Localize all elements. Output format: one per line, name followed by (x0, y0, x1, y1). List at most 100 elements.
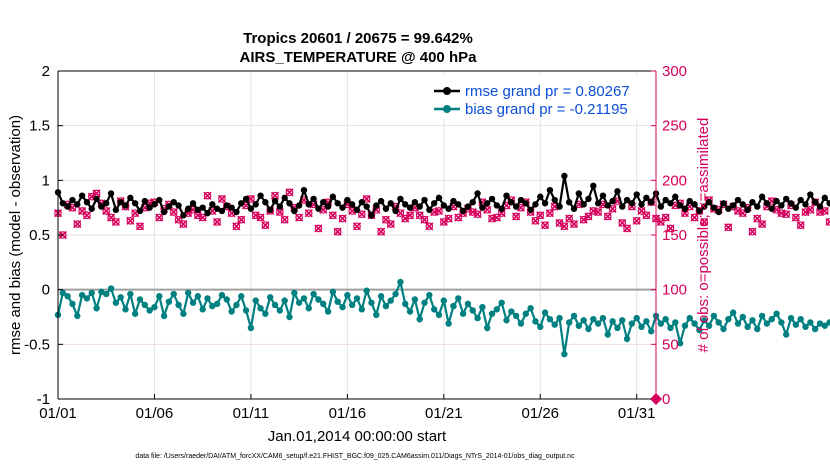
bias-point (325, 308, 331, 314)
rmse-point (605, 202, 611, 208)
bias-point (137, 296, 143, 302)
obs-point (749, 228, 756, 235)
rmse-point (465, 203, 471, 209)
bias-point (339, 304, 345, 310)
bias-point (455, 295, 461, 301)
bias-point (108, 285, 114, 291)
bias-point (605, 331, 611, 337)
rmse-point (658, 203, 664, 209)
rmse-point (363, 203, 369, 209)
bias-point (175, 302, 181, 308)
bias-point (793, 321, 799, 327)
rmse-point (470, 199, 476, 205)
bias-point (619, 317, 625, 323)
rmse-point (508, 199, 514, 205)
rmse-point (103, 200, 109, 206)
rmse-point (132, 200, 138, 206)
bias-point (527, 305, 533, 311)
rmse-point (764, 200, 770, 206)
rmse-point (267, 207, 273, 213)
rmse-point (166, 203, 172, 209)
rmse-point (590, 183, 596, 189)
bias-point (450, 303, 456, 309)
y-tick-label-right: 0 (662, 391, 670, 408)
y-tick-label-right: 200 (662, 172, 687, 189)
rmse-point (199, 204, 205, 210)
bias-point (561, 351, 567, 357)
rmse-point (335, 200, 341, 206)
rmse-point (416, 203, 422, 209)
rmse-point (609, 198, 615, 204)
bias-point (89, 290, 95, 296)
bias-point (556, 315, 562, 321)
bias-point (219, 292, 225, 298)
rmse-point (769, 206, 775, 212)
rmse-point (190, 200, 196, 206)
x-axis-label: Jan.01,2014 00:00:00 start (268, 428, 447, 445)
rmse-point (392, 208, 398, 214)
bias-point (441, 297, 447, 303)
bias-point (359, 306, 365, 312)
bias-point (460, 311, 466, 317)
rmse-point (498, 206, 504, 212)
bias-point (778, 319, 784, 325)
bias-point (310, 291, 316, 297)
rmse-point (243, 196, 249, 202)
bias-point (648, 328, 654, 334)
rmse-point (802, 201, 808, 207)
bias-point (113, 300, 119, 306)
rmse-point (576, 190, 582, 196)
x-tick-label: 01/06 (136, 405, 174, 422)
y-tick-label: -0.5 (24, 336, 50, 353)
obs-point (797, 222, 804, 229)
rmse-point (561, 173, 567, 179)
rmse-point (643, 195, 649, 201)
bias-point (407, 308, 413, 314)
bias-point (769, 316, 775, 322)
bias-point (354, 295, 360, 301)
y-tick-label-right: 150 (662, 227, 687, 244)
bias-point (754, 326, 760, 332)
rmse-point (383, 206, 389, 212)
rmse-point (629, 200, 635, 206)
rmse-point (306, 201, 312, 207)
y-ticks-left: -1-0.500.511.52 (24, 63, 63, 408)
rmse-point (156, 197, 162, 203)
bias-point (161, 313, 167, 319)
bias-point (590, 316, 596, 322)
bias-point (600, 315, 606, 321)
bias-point (735, 320, 741, 326)
bias-point (638, 324, 644, 330)
rmse-point (253, 201, 259, 207)
bias-point (228, 308, 234, 314)
bias-point (812, 326, 818, 332)
bias-point (166, 298, 172, 304)
bias-point (576, 323, 582, 329)
bias-point (489, 311, 495, 317)
bias-point (180, 311, 186, 317)
bias-point (257, 305, 263, 311)
bias-point (503, 317, 509, 323)
y-tick-label-right: 300 (662, 63, 687, 80)
y-axis-label-right: # of obs: o=possible; ×=assimilated (695, 118, 712, 353)
rmse-point (667, 200, 673, 206)
rmse-point (812, 199, 818, 205)
bias-point (296, 300, 302, 306)
rmse-point (262, 199, 268, 205)
rmse-point (735, 197, 741, 203)
x-tick-label: 01/11 (233, 405, 269, 422)
bias-point (84, 295, 90, 301)
bias-point (93, 305, 99, 311)
bias-point (807, 319, 813, 325)
bias-point (306, 305, 312, 311)
rmse-point (532, 201, 538, 207)
rmse-point (354, 207, 360, 213)
obs-point (662, 214, 669, 221)
bias-point (773, 311, 779, 317)
bias-point (658, 320, 664, 326)
rmse-point (204, 210, 210, 216)
bias-point (571, 313, 577, 319)
rmse-point (272, 198, 278, 204)
bias-point (281, 297, 287, 303)
